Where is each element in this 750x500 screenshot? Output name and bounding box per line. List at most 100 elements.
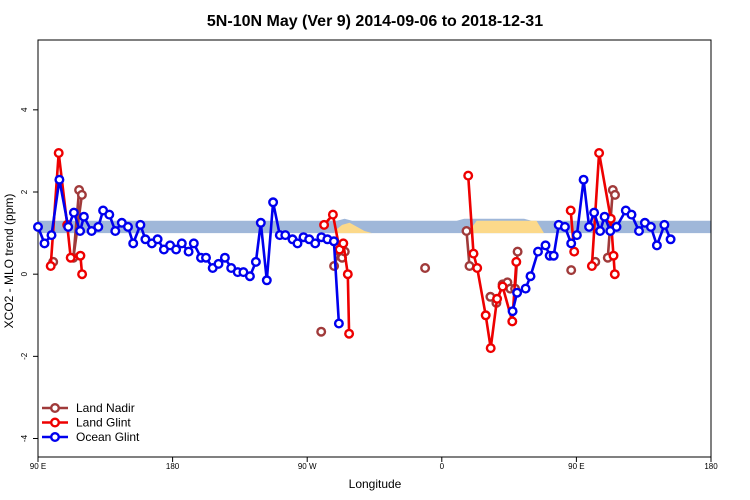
- ocean-glint-point: [152, 234, 163, 245]
- x-tick-label: 180: [166, 462, 180, 471]
- land-glint-point: [492, 293, 503, 304]
- ocean-glint-point: [46, 230, 57, 241]
- land-glint-point: [45, 261, 56, 272]
- y-tick-label: 4: [20, 107, 29, 112]
- x-tick-label: 90 E: [568, 462, 584, 471]
- legend-item-land-nadir: Land Nadir: [42, 401, 135, 415]
- ocean-glint-point: [78, 211, 89, 222]
- land-glint-point: [75, 250, 86, 261]
- ocean-glint-point: [595, 225, 606, 236]
- land-nadir-point: [464, 261, 475, 272]
- y-tick-label: -2: [20, 352, 29, 360]
- ocean-glint-point: [507, 306, 518, 317]
- ocean-glint-point: [200, 252, 211, 263]
- ocean-glint-point: [571, 230, 582, 241]
- ocean-glint-point: [611, 221, 622, 232]
- ocean-glint-point: [310, 238, 321, 249]
- ocean-glint-point: [68, 207, 79, 218]
- ocean-glint-point: [659, 219, 670, 230]
- land-glint-point: [53, 147, 64, 158]
- ocean-glint-point: [584, 221, 595, 232]
- land-glint-point: [472, 263, 483, 274]
- ocean-glint-point: [171, 244, 182, 255]
- ocean-glint-point: [135, 219, 146, 230]
- land-glint-point: [586, 261, 597, 272]
- legend-label: Ocean Glint: [76, 430, 140, 444]
- land-glint-point: [565, 205, 576, 216]
- land-glint-point: [463, 170, 474, 181]
- ocean-glint-point: [512, 287, 523, 298]
- ocean-glint-point: [86, 225, 97, 236]
- land-glint-point: [77, 269, 88, 280]
- ocean-glint-point: [110, 225, 121, 236]
- x-tick-label: 0: [440, 462, 445, 471]
- ocean-glint-point: [540, 240, 551, 251]
- legend-marker: [50, 403, 61, 414]
- land-glint-point: [468, 248, 479, 259]
- ocean-glint-point: [280, 230, 291, 241]
- legend-marker: [50, 432, 61, 443]
- trend-band: [38, 218, 711, 234]
- land-nadir-point: [512, 246, 523, 257]
- x-tick-label: 90 E: [30, 462, 46, 471]
- ocean-glint-point: [255, 217, 266, 228]
- ocean-glint-point: [651, 240, 662, 251]
- legend-label: Land Nadir: [76, 401, 135, 415]
- ocean-glint-line: [511, 178, 672, 312]
- land-glint-point: [327, 209, 338, 220]
- land-glint-point: [338, 238, 349, 249]
- land-nadir-point: [461, 225, 472, 236]
- plot-area: 90 E 180 90 W 0 90 E 180 -4 -2 0 2 4: [20, 39, 718, 471]
- ocean-glint-point: [63, 221, 74, 232]
- y-tick-label: -4: [20, 434, 29, 442]
- land-nadir-point: [76, 189, 87, 200]
- land-glint-point: [344, 328, 355, 339]
- legend-item-land-glint: Land Glint: [42, 416, 131, 430]
- land-glint-point: [569, 246, 580, 257]
- land-glint-point: [65, 252, 76, 263]
- x-tick-label: 180: [704, 462, 718, 471]
- legend-item-ocean-glint: Ocean Glint: [42, 430, 140, 444]
- x-axis-label: Longitude: [349, 477, 402, 491]
- land-nadir-point: [566, 265, 577, 276]
- ocean-glint-point: [589, 207, 600, 218]
- ocean-glint-point: [566, 238, 577, 249]
- ocean-glint-point: [244, 271, 255, 282]
- y-tick-label: 2: [20, 189, 29, 194]
- ocean-glint-point: [333, 318, 344, 329]
- ocean-glint-point: [183, 246, 194, 257]
- ocean-glint-point: [548, 250, 559, 261]
- legend-marker: [50, 417, 61, 428]
- ocean-glint-point: [626, 209, 637, 220]
- y-axis-label: XCO2 - MLO trend (ppm): [2, 194, 16, 329]
- ocean-glint-point: [93, 221, 104, 232]
- ocean-glint-point: [75, 225, 86, 236]
- land-glint-point: [507, 316, 518, 327]
- ocean-glint-point: [533, 246, 544, 257]
- ocean-glint-point: [292, 238, 303, 249]
- land-glint-point: [319, 219, 330, 230]
- ocean-glint-point: [328, 236, 339, 247]
- ocean-glint-point: [54, 174, 65, 185]
- ocean-glint-point: [213, 258, 224, 269]
- ocean-glint-point: [176, 238, 187, 249]
- ocean-glint-point: [219, 252, 230, 263]
- ocean-glint-point: [33, 221, 44, 232]
- land-glint-point: [485, 343, 496, 354]
- ocean-glint-point: [520, 283, 531, 294]
- land-glint-point: [609, 269, 620, 280]
- ocean-glint-point: [634, 225, 645, 236]
- ocean-glint-point: [261, 275, 272, 286]
- land-nadir-point: [316, 326, 327, 337]
- land-glint-point: [480, 310, 491, 321]
- ocean-glint-point: [559, 221, 570, 232]
- ocean-glint-point: [128, 238, 139, 249]
- ocean-glint-point: [39, 238, 50, 249]
- chart-title: 5N-10N May (Ver 9) 2014-09-06 to 2018-12…: [207, 13, 543, 30]
- ocean-glint-point: [104, 209, 115, 220]
- plot-frame: [37, 39, 712, 458]
- ocean-glint-point: [525, 271, 536, 282]
- ocean-glint-point: [578, 174, 589, 185]
